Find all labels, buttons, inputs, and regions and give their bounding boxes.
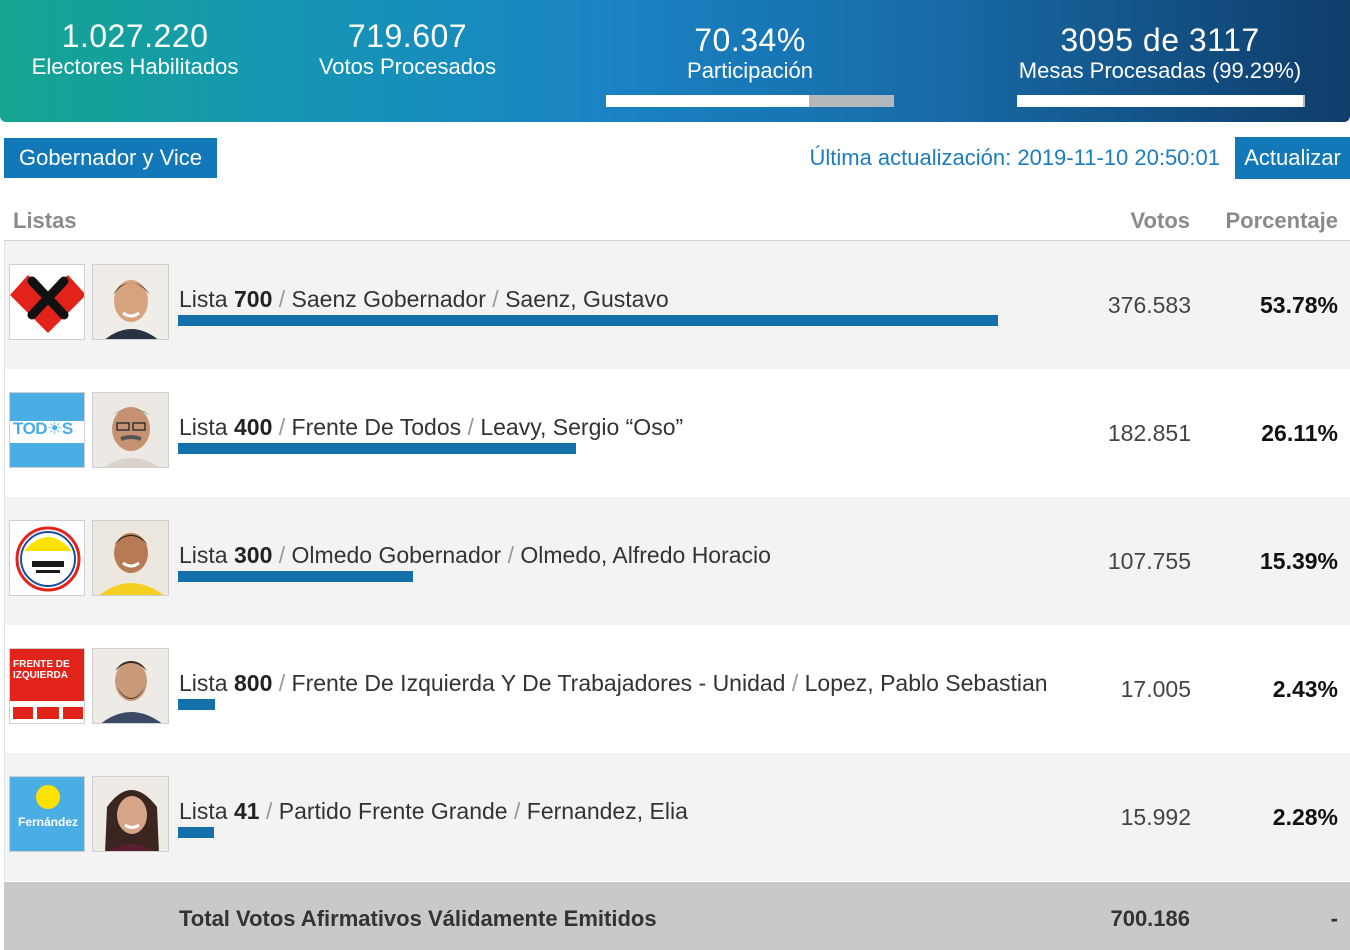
- todos-logo-text: TOD☀S: [13, 419, 73, 438]
- lista-number: 700: [233, 286, 273, 312]
- row-percent: 26.11%: [1261, 420, 1338, 446]
- stat-votos-value: 719.607: [347, 18, 468, 54]
- row-percent: 2.43%: [1272, 676, 1338, 702]
- participacion-progress-bar: [606, 95, 894, 107]
- candidate-photo-avatar: [92, 776, 169, 852]
- mesas-progress-bar: [1017, 95, 1305, 107]
- party-name: Olmedo Gobernador: [291, 542, 502, 568]
- candidate-photo-avatar: [92, 392, 169, 468]
- vote-share-bar: [178, 827, 214, 838]
- candidate-name: Leavy, Sergio “Oso”: [480, 414, 684, 440]
- olmedo-logo-icon: [9, 520, 85, 596]
- results-table: Lista 700 / Saenz Gobernador / Saenz, Gu…: [4, 241, 1350, 881]
- candidate-photo-avatar: [92, 264, 169, 340]
- heart-x-logo-icon: [9, 264, 85, 340]
- row-percent: 15.39%: [1259, 548, 1338, 574]
- column-header-listas: Listas: [13, 208, 77, 233]
- tab-gobernador-y-vice[interactable]: Gobernador y Vice: [4, 138, 217, 178]
- stat-participacion-label: Participación: [687, 58, 813, 83]
- participacion-progress-fill: [606, 95, 809, 107]
- candidate-photo-avatar: [92, 520, 169, 596]
- lista-number: 800: [233, 670, 273, 696]
- stat-mesas-label: Mesas Procesadas (99.29%): [1018, 58, 1302, 83]
- total-label: Total Votos Afirmativos Válidamente Emit…: [179, 906, 657, 931]
- lista-prefix: Lista: [179, 286, 228, 312]
- row-label: Lista 800 / Frente De Izquierda Y De Tra…: [179, 670, 1048, 696]
- table-row: Lista 700 / Saenz Gobernador / Saenz, Gu…: [4, 241, 1350, 369]
- todos-logo-icon: TOD☀S: [9, 392, 85, 468]
- total-percent: -: [1330, 906, 1338, 931]
- lista-prefix: Lista: [179, 414, 228, 440]
- lista-prefix: Lista: [179, 542, 228, 568]
- column-header-votos: Votos: [1130, 208, 1190, 233]
- row-percent: 53.78%: [1259, 292, 1338, 318]
- candidate-name: Saenz, Gustavo: [505, 286, 669, 312]
- lista-prefix: Lista: [179, 798, 228, 824]
- party-name: Partido Frente Grande: [278, 798, 508, 824]
- candidate-name: Olmedo, Alfredo Horacio: [520, 542, 771, 568]
- total-votes: 700.186: [1110, 906, 1190, 931]
- lista-prefix: Lista: [179, 670, 228, 696]
- stats-banner: 1.027.220 Electores Habilitados 719.607 …: [0, 0, 1350, 122]
- vote-share-bar: [178, 699, 215, 710]
- row-votes: 107.755: [1107, 548, 1191, 574]
- fit-logo-icon: FRENTE DE IZQUIERDA: [9, 648, 85, 724]
- row-label: Lista 41 / Partido Frente Grande / Ferna…: [179, 798, 688, 824]
- row-votes: 17.005: [1120, 676, 1191, 702]
- stat-votos: 719.607 Votos Procesados: [290, 18, 525, 80]
- update-button[interactable]: Actualizar: [1235, 137, 1350, 179]
- stat-electores-label: Electores Habilitados: [31, 54, 239, 79]
- column-header-porcentaje: Porcentaje: [1225, 208, 1339, 233]
- total-row: Total Votos Afirmativos Válidamente Emit…: [4, 882, 1350, 950]
- stat-electores-value: 1.027.220: [61, 18, 209, 54]
- stat-mesas: 3095 de 3117 Mesas Procesadas (99.29%): [990, 22, 1330, 84]
- lista-number: 300: [233, 542, 273, 568]
- row-label: Lista 700 / Saenz Gobernador / Saenz, Gu…: [179, 286, 669, 312]
- row-label: Lista 300 / Olmedo Gobernador / Olmedo, …: [179, 542, 771, 568]
- row-label: Lista 400 / Frente De Todos / Leavy, Ser…: [179, 414, 684, 440]
- stat-votos-label: Votos Procesados: [318, 54, 497, 79]
- lista-number: 41: [233, 798, 260, 824]
- lista-number: 400: [233, 414, 273, 440]
- row-votes: 376.583: [1107, 292, 1191, 318]
- last-update-text: Última actualización: 2019-11-10 20:50:0…: [809, 145, 1220, 170]
- header-divider: [4, 240, 1350, 241]
- table-row: Fernández Lista 41 / Partido Frente Gran…: [4, 753, 1350, 881]
- row-votes: 15.992: [1120, 804, 1191, 830]
- table-row: FRENTE DE IZQUIERDA Lista 800 / Frente D…: [4, 625, 1350, 753]
- candidate-name: Fernandez, Elia: [526, 798, 688, 824]
- fit-logo-text: FRENTE DE IZQUIERDA: [13, 659, 70, 681]
- fernandez-logo-text: Fernández: [17, 815, 78, 829]
- stat-electores: 1.027.220 Electores Habilitados: [10, 18, 260, 80]
- table-row: TOD☀S Lista 400 / Frente De Todos / Leav…: [4, 369, 1350, 497]
- row-percent: 2.28%: [1272, 804, 1338, 830]
- stat-participacion-value: 70.34%: [694, 22, 806, 58]
- candidate-name: Lopez, Pablo Sebastian: [804, 670, 1048, 696]
- row-votes: 182.851: [1107, 420, 1191, 446]
- candidate-photo-avatar: [92, 648, 169, 724]
- vote-share-bar: [178, 443, 576, 454]
- fernandez-logo-icon: Fernández: [9, 776, 85, 852]
- vote-share-bar: [178, 315, 998, 326]
- stat-participacion: 70.34% Participación: [600, 22, 900, 84]
- table-row: Lista 300 / Olmedo Gobernador / Olmedo, …: [4, 497, 1350, 625]
- mesas-progress-fill: [1017, 95, 1303, 107]
- party-name: Frente De Todos: [291, 414, 462, 440]
- stat-mesas-value: 3095 de 3117: [1060, 22, 1260, 58]
- party-name: Saenz Gobernador: [291, 286, 486, 312]
- party-name: Frente De Izquierda Y De Trabajadores - …: [291, 670, 786, 696]
- vote-share-bar: [178, 571, 413, 582]
